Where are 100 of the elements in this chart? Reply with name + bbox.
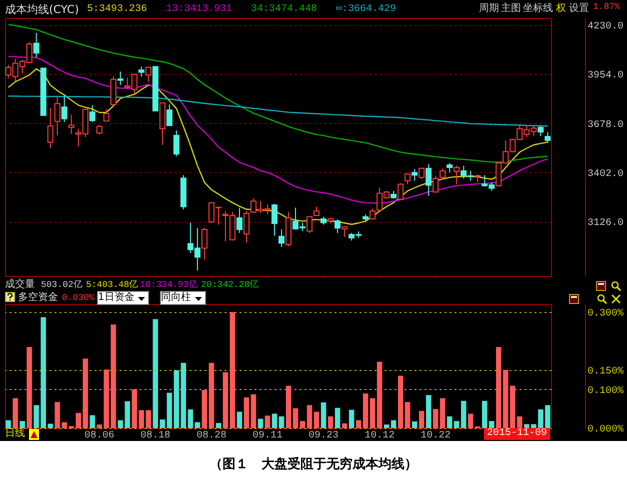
bar bbox=[174, 370, 180, 428]
bar bbox=[314, 412, 320, 428]
bar bbox=[118, 420, 124, 428]
y-tick-label: 3954.0 bbox=[588, 70, 624, 82]
bar bbox=[398, 376, 404, 428]
bar bbox=[250, 394, 256, 428]
candlestick bbox=[426, 164, 432, 196]
bar bbox=[244, 397, 250, 428]
bar bbox=[426, 395, 432, 428]
x-tick-label: 10.12 bbox=[364, 430, 395, 442]
bar bbox=[90, 415, 96, 428]
bar bbox=[432, 409, 438, 428]
text: 34:3474.448 bbox=[251, 4, 318, 15]
text: 5:403.48亿 bbox=[86, 280, 138, 290]
x-tick-label: 09.11 bbox=[252, 430, 282, 442]
candlestick bbox=[432, 175, 439, 194]
x-tick-label: 09.23 bbox=[308, 430, 339, 442]
bar bbox=[216, 422, 222, 428]
bar bbox=[6, 420, 11, 428]
bar bbox=[370, 398, 376, 428]
x-tick-label: 10.22 bbox=[420, 430, 451, 442]
bar bbox=[124, 401, 130, 428]
bar bbox=[152, 319, 158, 428]
candlestick bbox=[454, 165, 460, 185]
bar bbox=[138, 410, 144, 428]
bar bbox=[132, 389, 138, 428]
candlestick bbox=[68, 114, 74, 134]
bar bbox=[230, 312, 236, 428]
bar bbox=[356, 420, 362, 428]
x-tick-label: 08.06 bbox=[84, 430, 114, 442]
candlestick bbox=[412, 168, 418, 182]
bar bbox=[306, 405, 312, 428]
y-tick-label: 0.150% bbox=[588, 366, 624, 378]
text: 13:3413.931 bbox=[166, 4, 232, 15]
text: 同向柱 bbox=[161, 292, 191, 303]
x-tick-label: 08.18 bbox=[140, 430, 170, 442]
text: （图１ 大盘受阻于无穷成本均线） bbox=[208, 456, 418, 473]
bar bbox=[180, 362, 186, 428]
text: 成交量 bbox=[5, 279, 35, 290]
candlestick bbox=[201, 227, 208, 260]
bar bbox=[278, 416, 284, 428]
chart-title: 成本均线(CYC) bbox=[5, 3, 79, 16]
bar bbox=[362, 394, 368, 428]
bar bbox=[160, 419, 166, 428]
bar bbox=[300, 421, 306, 428]
bar bbox=[104, 369, 110, 428]
candlestick bbox=[370, 208, 376, 220]
bar bbox=[446, 416, 452, 428]
bar bbox=[202, 390, 208, 428]
bar bbox=[320, 402, 326, 428]
text: 权 bbox=[556, 3, 566, 14]
candlestick bbox=[404, 172, 411, 185]
bar bbox=[236, 412, 242, 428]
candlestick bbox=[145, 66, 152, 82]
candlestick bbox=[61, 95, 68, 123]
candlestick bbox=[166, 104, 172, 127]
text: ∞:3664.429 bbox=[336, 4, 396, 15]
text: 503.02亿 bbox=[41, 280, 82, 290]
y-tick-label: 3402.0 bbox=[588, 168, 624, 180]
text: 5:3493.236 bbox=[87, 4, 148, 15]
candlestick bbox=[278, 229, 284, 248]
candlestick bbox=[47, 107, 54, 149]
bar bbox=[20, 421, 25, 428]
annotation: 2015-11-09 bbox=[487, 428, 548, 439]
candlestick bbox=[418, 166, 425, 180]
bar bbox=[222, 372, 228, 428]
bar bbox=[166, 392, 172, 428]
bar bbox=[348, 410, 354, 428]
bar bbox=[376, 362, 382, 428]
bar bbox=[146, 410, 152, 428]
bar bbox=[110, 324, 116, 428]
candlestick bbox=[544, 132, 551, 144]
chart-title: 多空资金 bbox=[18, 291, 58, 303]
bar bbox=[384, 424, 390, 428]
text: 1.87% bbox=[593, 2, 620, 12]
text: 主图 bbox=[501, 3, 521, 14]
candlestick bbox=[96, 124, 102, 135]
bar bbox=[440, 398, 446, 428]
bar bbox=[342, 423, 348, 428]
y-tick-label: 3678.0 bbox=[588, 120, 624, 131]
candlestick bbox=[306, 216, 313, 234]
bar bbox=[418, 410, 424, 428]
y-tick-label: 0.000% bbox=[588, 424, 624, 436]
bar bbox=[96, 424, 102, 428]
annotation: 日线 bbox=[5, 428, 25, 439]
candlestick bbox=[236, 207, 242, 234]
bar bbox=[404, 402, 410, 428]
bar bbox=[412, 421, 418, 428]
candlestick bbox=[272, 203, 278, 236]
x-tick-label: 08.28 bbox=[196, 430, 226, 442]
bar bbox=[460, 400, 466, 428]
candlestick bbox=[446, 162, 453, 173]
y-tick-label: 4230.0 bbox=[588, 22, 624, 33]
bar bbox=[292, 408, 298, 428]
text: 10:334.93亿 bbox=[140, 280, 198, 290]
text: 周期 bbox=[479, 3, 499, 14]
bar bbox=[194, 422, 200, 428]
candlestick bbox=[173, 130, 180, 157]
y-tick-label: 3126.0 bbox=[588, 218, 624, 230]
bar bbox=[208, 362, 214, 428]
